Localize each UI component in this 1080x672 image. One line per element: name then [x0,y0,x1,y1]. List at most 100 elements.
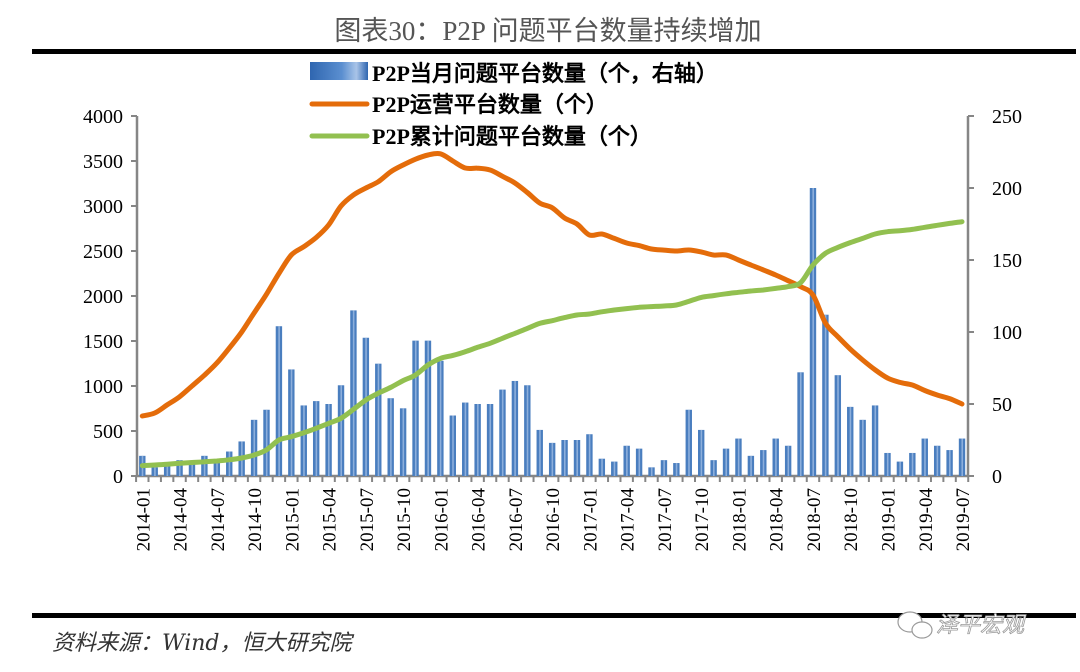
bar-highlight [352,310,355,476]
bar-highlight [775,438,777,476]
line-series [139,150,965,469]
legend-label-operating: P2P运营平台数量（个） [372,92,608,117]
bar-highlight [526,385,529,476]
legend-item-monthly-problem: P2P当月问题平台数量（个，右轴） [310,61,718,86]
x-tick-label: 2018-04 [767,488,788,552]
bar-highlight [278,326,280,476]
bar-highlight [390,398,392,476]
bar-highlight [663,460,665,476]
bar-highlight [265,409,268,476]
bar-highlight [613,461,616,476]
left-axis-tick-label: 3500 [83,151,123,173]
x-tick-label: 2015-04 [320,488,341,552]
bar-highlight [601,458,603,476]
x-tick-label: 2015-10 [394,488,415,551]
x-tick-label: 2018-01 [730,488,751,551]
chart-title: 图表30：P2P 问题平台数量持续增加 [334,16,761,46]
bar-highlight [253,419,256,476]
left-y-axis: 0 500 1000 1500 2000 2500 3000 3500 4000 [83,106,139,488]
source-note: 资料来源：Wind，恒大研究院 [52,631,355,656]
bar-highlight [886,452,889,476]
x-tick-label: 2017-01 [580,488,601,551]
left-axis-tick-label: 2000 [83,286,123,308]
bar-highlight [315,401,318,476]
bar-series-monthly-problem [139,188,966,476]
left-axis-tick-label: 3000 [83,196,123,218]
bar-highlight [402,408,405,476]
bar-highlight [700,429,703,476]
bar-highlight [551,442,554,476]
bar-highlight [576,440,578,476]
left-axis-tick-label: 500 [93,421,123,443]
bar-highlight [849,406,852,476]
x-tick-label: 2014-01 [133,488,154,551]
bar-highlight [191,464,193,476]
bar-highlight [924,438,926,476]
left-axis-tick-label: 2500 [83,241,123,263]
bar-highlight [340,385,343,476]
x-tick-label: 2014-04 [171,488,192,552]
x-tick-label: 2014-10 [245,488,266,551]
x-tick-label: 2016-01 [431,488,452,551]
x-tick-label: 2016-07 [506,488,527,551]
x-tick-label: 2017-07 [655,488,676,551]
bar-highlight [414,340,417,476]
bar-highlight [936,445,939,476]
line-cumulative-problem-platforms-points [142,221,963,466]
right-axis-tick-label: 0 [992,466,1002,488]
bar-highlight [675,463,678,476]
bar-highlight [439,360,442,476]
legend-label-cumulative: P2P累计问题平台数量（个） [372,124,652,149]
bar-highlight [874,405,877,476]
bar-highlight [303,405,305,476]
bar-highlight [328,404,330,476]
x-tick-label: 2014-07 [208,488,229,551]
legend-label-monthly-problem: P2P当月问题平台数量（个，右轴） [372,61,718,86]
bar-highlight [377,363,380,476]
line-operating-platforms-points [142,153,963,417]
legend: P2P当月问题平台数量（个，右轴） P2P运营平台数量（个） P2P累计问题平台… [309,61,718,149]
x-tick-label: 2017-04 [618,488,639,552]
x-tick-label: 2017-10 [692,488,713,551]
legend-item-operating: P2P运营平台数量（个） [309,92,608,117]
bar-highlight [799,372,802,476]
bar-highlight [452,415,454,476]
right-axis-tick-label: 150 [992,250,1022,272]
right-axis-tick-label: 100 [992,322,1022,344]
bar-highlight [737,438,740,476]
bar-highlight [501,389,504,476]
right-axis-tick-label: 200 [992,178,1022,200]
bar-highlight [489,404,492,476]
bar-highlight [166,465,169,476]
bar-highlight [638,448,641,476]
bar-highlight [154,467,156,476]
legend-bar-swatch [310,62,368,80]
right-axis-tick-label: 250 [992,106,1022,128]
x-tick-label: 2015-01 [282,488,303,551]
bar-highlight [688,409,690,476]
bar-highlight [725,448,728,476]
bar-highlight [563,440,566,476]
watermark: 泽平宏观 [897,611,1027,639]
x-tick-label: 2016-10 [543,488,564,551]
x-tick-label: 2019-04 [916,488,937,552]
left-axis-tick-label: 4000 [83,106,123,128]
bar-highlight [178,460,181,476]
bar-highlight [837,375,839,476]
x-tick-label: 2019-07 [953,488,974,551]
x-tick-label: 2015-07 [357,488,378,551]
x-tick-labels: 2014-01 2014-04 2014-07 2014-10 2015-01 2015-… [133,488,974,552]
bar-highlight [203,455,206,476]
bar-highlight [762,450,765,476]
x-tick-label: 2016-04 [469,488,490,552]
right-y-axis: 0 50 100 150 200 250 [966,106,1022,488]
bar-highlight [626,445,628,476]
wechat-icon [897,611,933,639]
bar-highlight [824,314,827,476]
title-rule [32,49,1076,54]
x-tick-label: 2018-10 [841,488,862,551]
bar-highlight [899,461,901,476]
bar-highlight [539,429,541,476]
x-axis [135,474,970,482]
